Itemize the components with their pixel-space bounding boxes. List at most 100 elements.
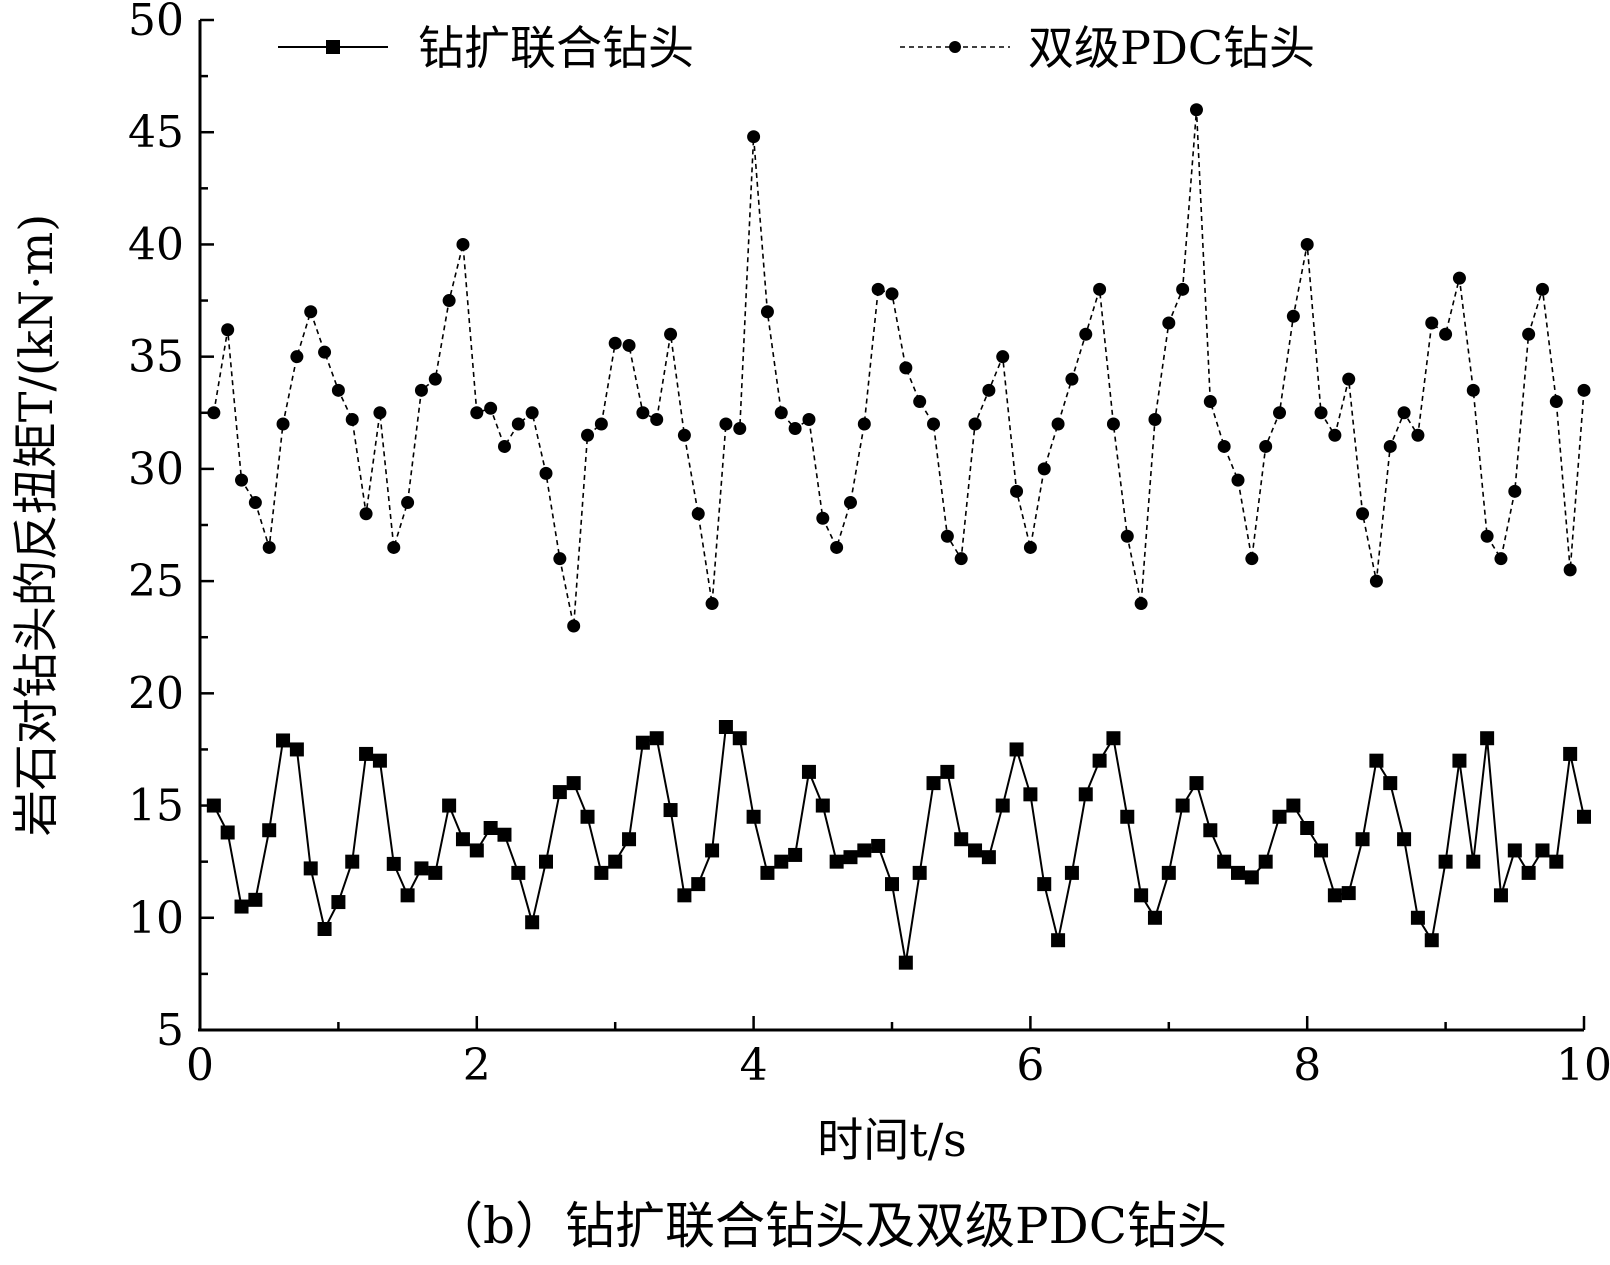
- data-point: [802, 413, 816, 427]
- data-point: [1175, 798, 1190, 813]
- figure-caption: （b）钻扩联合钻头及双级PDC钻头: [433, 1197, 1227, 1255]
- data-point: [719, 417, 733, 431]
- data-point: [387, 540, 401, 554]
- data-point: [1189, 103, 1203, 117]
- data-point: [553, 552, 567, 566]
- data-point: [940, 764, 955, 779]
- data-point: [1535, 282, 1549, 296]
- data-point: [1203, 823, 1218, 838]
- data-point: [525, 406, 539, 420]
- data-point: [1577, 383, 1591, 397]
- data-point: [1134, 597, 1148, 611]
- data-point: [732, 731, 747, 746]
- data-point: [1272, 809, 1287, 824]
- y-tick-label: 25: [128, 556, 184, 607]
- y-tick-label: 30: [128, 444, 184, 495]
- data-point: [830, 540, 844, 554]
- y-tick-label: 5: [156, 1005, 184, 1056]
- data-point: [774, 406, 788, 420]
- data-point: [995, 798, 1010, 813]
- data-point: [1300, 237, 1314, 251]
- data-point: [816, 511, 830, 525]
- legend-marker-circle: [949, 41, 961, 53]
- data-point: [1383, 776, 1398, 791]
- x-tick-label: 0: [186, 1040, 214, 1091]
- data-point: [359, 507, 373, 521]
- data-point: [372, 753, 387, 768]
- data-point: [594, 865, 609, 880]
- data-point: [1507, 843, 1522, 858]
- y-tick-label: 40: [128, 219, 184, 270]
- data-point: [345, 413, 359, 427]
- data-point: [663, 803, 678, 818]
- data-point: [1106, 417, 1120, 431]
- data-point: [1244, 870, 1259, 885]
- y-tick-label: 15: [128, 781, 184, 832]
- data-point: [885, 877, 899, 892]
- data-point: [677, 888, 692, 903]
- data-point: [954, 552, 968, 566]
- data-point: [1397, 832, 1412, 847]
- data-point: [650, 413, 664, 427]
- data-point: [539, 466, 553, 480]
- data-point: [414, 383, 428, 397]
- data-point: [455, 832, 470, 847]
- data-point: [303, 861, 318, 876]
- data-point: [1120, 529, 1134, 543]
- data-point: [1494, 552, 1508, 566]
- data-point: [1424, 933, 1439, 948]
- data-point: [442, 294, 456, 308]
- data-point: [428, 372, 442, 386]
- data-point: [1314, 843, 1329, 858]
- data-point: [262, 823, 277, 838]
- data-point: [746, 809, 761, 824]
- data-point: [386, 856, 401, 871]
- data-point: [635, 735, 650, 750]
- data-point: [401, 496, 415, 510]
- legend-label-series-1: 钻扩联合钻头: [418, 21, 694, 75]
- x-ticks: 0 2 4 6 8 10: [186, 1016, 1610, 1091]
- data-point: [622, 832, 637, 847]
- data-point: [608, 854, 623, 869]
- data-point: [1438, 854, 1453, 869]
- series-line-2: [213, 109, 1585, 627]
- data-point: [1549, 854, 1564, 869]
- data-point: [1010, 484, 1024, 498]
- data-point: [331, 383, 345, 397]
- data-point: [1245, 552, 1259, 566]
- data-point: [469, 843, 484, 858]
- data-point: [1355, 832, 1370, 847]
- data-point: [1425, 316, 1439, 330]
- data-point: [774, 854, 789, 869]
- legend: 钻扩联合钻头 双级PDC钻头: [278, 21, 1315, 75]
- data-point: [899, 361, 913, 375]
- x-tick-label: 6: [1016, 1040, 1044, 1091]
- data-point: [1161, 865, 1176, 880]
- data-point: [1078, 787, 1093, 802]
- data-point: [497, 439, 511, 453]
- data-point: [996, 350, 1010, 364]
- y-ticks: 5 10 15 20 25 30 35 40 45 50: [128, 0, 214, 1056]
- data-point: [1535, 843, 1550, 858]
- data-point: [221, 323, 235, 337]
- data-point: [760, 305, 774, 319]
- data-point: [1258, 854, 1273, 869]
- data-point: [718, 720, 733, 734]
- data-point: [1231, 865, 1245, 880]
- y-tick-label: 10: [128, 893, 184, 944]
- data-point: [1452, 271, 1466, 285]
- data-point: [1147, 910, 1162, 925]
- data-point: [747, 130, 761, 144]
- data-point: [733, 421, 747, 435]
- data-point: [497, 827, 512, 842]
- data-point: [926, 776, 941, 791]
- data-point: [1356, 507, 1370, 521]
- data-point: [525, 915, 540, 930]
- data-point: [857, 417, 871, 431]
- data-point: [552, 785, 567, 800]
- data-point: [871, 838, 886, 853]
- data-point: [1023, 540, 1037, 554]
- data-point: [1563, 563, 1577, 577]
- data-point: [207, 406, 221, 420]
- data-point: [1093, 282, 1107, 296]
